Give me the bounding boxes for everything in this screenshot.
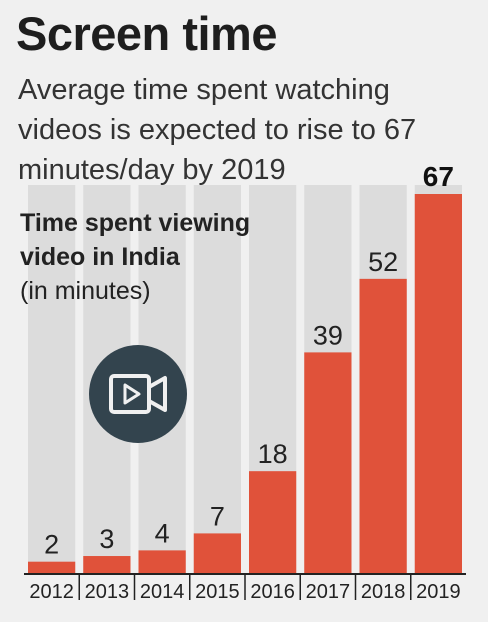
- bar-2013: [83, 556, 131, 573]
- value-label: 2: [44, 530, 59, 560]
- value-label: 39: [313, 320, 343, 350]
- bar-2016: [249, 471, 297, 573]
- value-label: 52: [368, 247, 398, 277]
- x-axis-label: 2016: [250, 581, 295, 603]
- x-axis-ticks: [78, 574, 412, 600]
- x-axis-label: 2018: [361, 581, 406, 603]
- x-axis-label: 2014: [140, 581, 185, 603]
- x-axis-label: 2017: [306, 581, 351, 603]
- bar-2015: [193, 533, 241, 573]
- chart-heading-unit: (in minutes): [20, 277, 151, 305]
- bar-2019: [414, 194, 462, 573]
- value-label: 67: [423, 161, 454, 192]
- video-camera-icon: [89, 345, 187, 443]
- bar-2017: [304, 352, 352, 573]
- x-axis-label: 2012: [29, 581, 74, 603]
- value-label: 7: [210, 501, 225, 531]
- value-label: 18: [258, 439, 288, 469]
- bar-2012: [28, 561, 76, 573]
- value-label: 4: [155, 518, 170, 548]
- bar-2018: [359, 278, 407, 573]
- x-axis-label: 2013: [85, 581, 130, 603]
- value-label: 3: [99, 524, 114, 554]
- chart-subtitle: Average time spent watching videos is ex…: [18, 74, 417, 186]
- value-labels: 2 3 4 7 18 39 52 67: [44, 161, 454, 560]
- x-axis-label: 2019: [416, 581, 461, 603]
- background-column: [193, 185, 241, 573]
- x-axis-label: 2015: [195, 581, 240, 603]
- bars: [28, 194, 462, 573]
- chart-heading-title: Time spent viewing video in India: [20, 209, 251, 271]
- bar-2014: [138, 550, 186, 573]
- page-title: Screen time: [16, 7, 277, 60]
- background-column: [28, 185, 76, 573]
- x-axis-labels: 2012 2013 2014 2015 2016 2017 2018 2019: [29, 581, 460, 603]
- chart-heading: Time spent viewing video in India (in mi…: [20, 206, 300, 308]
